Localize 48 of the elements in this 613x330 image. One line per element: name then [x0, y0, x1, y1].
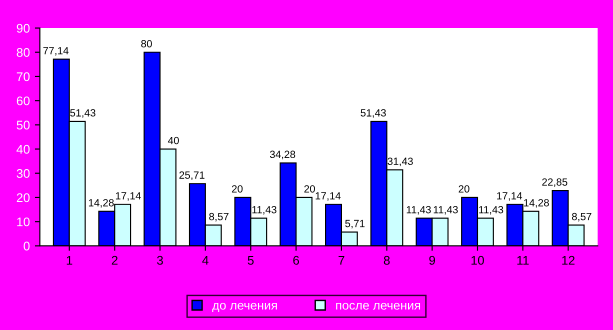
legend-label: после лечения	[336, 302, 420, 310]
data-label: 14,28	[88, 199, 114, 208]
data-label: 20	[304, 185, 315, 193]
data-label: 22,85	[542, 178, 568, 187]
x-tick-label: 6	[293, 256, 300, 265]
y-tick-label: 30	[16, 169, 30, 178]
x-tick-label: 3	[157, 256, 163, 265]
data-label: 77,14	[43, 47, 69, 56]
y-tick-label: 90	[16, 24, 30, 33]
x-tick-label: 10	[471, 256, 484, 265]
x-tick-label: 2	[112, 256, 118, 265]
data-label: 34,28	[270, 150, 296, 160]
data-label: 80	[141, 40, 152, 48]
y-tick-label: 0	[24, 242, 30, 250]
data-label: 20	[458, 185, 470, 193]
data-label: 25,71	[179, 171, 204, 180]
y-tick-label: 40	[16, 144, 30, 154]
data-label: 11,43	[479, 206, 504, 215]
data-label: 8,57	[209, 212, 228, 222]
y-tick-label: 10	[17, 217, 30, 226]
y-tick-label: 20	[16, 193, 30, 202]
data-label: 11,43	[434, 206, 458, 215]
y-tick-label: 80	[16, 48, 30, 57]
x-tick-label: 5	[248, 256, 254, 265]
y-tick-label: 60	[16, 96, 30, 106]
x-tick-label: 7	[338, 256, 344, 265]
legend-label: до лечения	[212, 302, 277, 312]
x-tick-label: 9	[429, 256, 436, 265]
data-label: 5,71	[345, 220, 365, 228]
data-label: 17,14	[316, 192, 341, 201]
data-label: 17,14	[497, 192, 522, 201]
data-label: 51,43	[360, 109, 386, 118]
x-tick-label: 12	[562, 256, 575, 265]
y-tick-label: 50	[16, 120, 30, 130]
data-label: 8,57	[572, 212, 592, 222]
data-label: 51,43	[70, 109, 96, 118]
data-label: 40	[168, 136, 179, 144]
y-tick-label: 70	[16, 72, 30, 82]
x-tick-label: 1	[66, 256, 72, 265]
data-label: 17,14	[116, 192, 141, 201]
x-tick-label: 11	[517, 256, 529, 265]
data-label: 20	[232, 185, 243, 193]
x-tick-label: 4	[202, 256, 208, 265]
data-label: 31,43	[388, 158, 413, 166]
data-label: 14,28	[524, 199, 549, 208]
x-tick-label: 8	[384, 256, 390, 265]
data-label: 11,43	[406, 206, 431, 215]
data-label: 11,43	[252, 206, 276, 215]
